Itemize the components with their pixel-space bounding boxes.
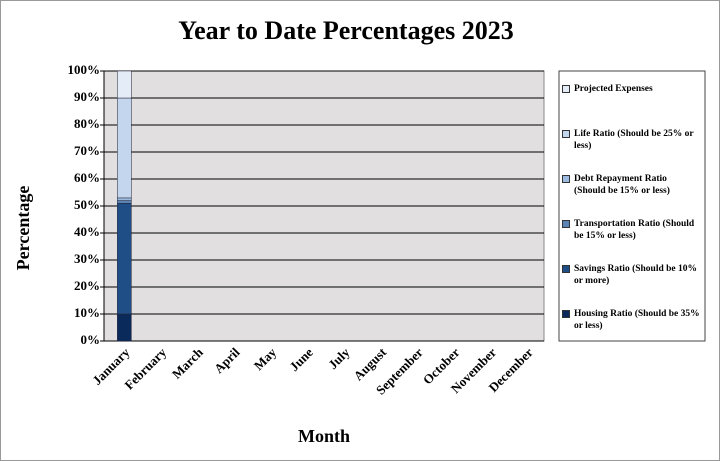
legend-swatch (562, 175, 570, 183)
y-tick-label: 90% (74, 89, 100, 104)
legend-swatch (562, 85, 570, 93)
chart-title: Year to Date Percentages 2023 (178, 16, 514, 45)
bar-segment (117, 197, 132, 201)
legend-entry: Transportation Ratio (Should be 15% or l… (562, 218, 700, 242)
y-tick-label: 50% (74, 197, 100, 212)
bar-segment (117, 200, 132, 204)
legend-label: Debt Repayment Ratio (Should be 15% or l… (574, 174, 670, 196)
legend-label: Housing Ratio (Should be 35% or less) (574, 309, 700, 331)
bar-segment (117, 70, 132, 99)
legend-label: Life Ratio (Should be 25% or less) (574, 129, 694, 151)
legend-swatch (562, 265, 570, 273)
y-tick-label: 0% (81, 332, 101, 347)
y-tick-label: 30% (74, 251, 100, 266)
x-axis-label: Month (298, 426, 350, 446)
legend-entry: Housing Ratio (Should be 35% or less) (562, 308, 700, 332)
legend-entry: Projected Expenses (562, 83, 700, 95)
bar-segment (117, 313, 132, 342)
y-tick-label: 20% (74, 278, 100, 293)
legend-entry: Life Ratio (Should be 25% or less) (562, 128, 700, 152)
legend-label: Projected Expenses (574, 84, 653, 94)
y-tick-label: 100% (68, 62, 101, 77)
legend-label: Savings Ratio (Should be 10% or more) (574, 264, 698, 286)
legend-swatch (562, 220, 570, 228)
y-tick-label: 70% (74, 143, 100, 158)
legend-box (558, 70, 706, 342)
bar-segment (117, 97, 132, 199)
legend-entry: Debt Repayment Ratio (Should be 15% or l… (562, 173, 700, 197)
legend-entry: Savings Ratio (Should be 10% or more) (562, 263, 700, 287)
bar-segment (117, 203, 132, 315)
y-tick-label: 60% (74, 170, 100, 185)
legend-swatch (562, 130, 570, 138)
y-tick-label: 10% (74, 305, 100, 320)
legend-swatch (562, 310, 570, 318)
y-axis-label: Percentage (13, 186, 33, 271)
y-tick-label: 40% (74, 224, 100, 239)
y-tick-label: 80% (74, 116, 100, 131)
legend-label: Transportation Ratio (Should be 15% or l… (574, 219, 695, 241)
